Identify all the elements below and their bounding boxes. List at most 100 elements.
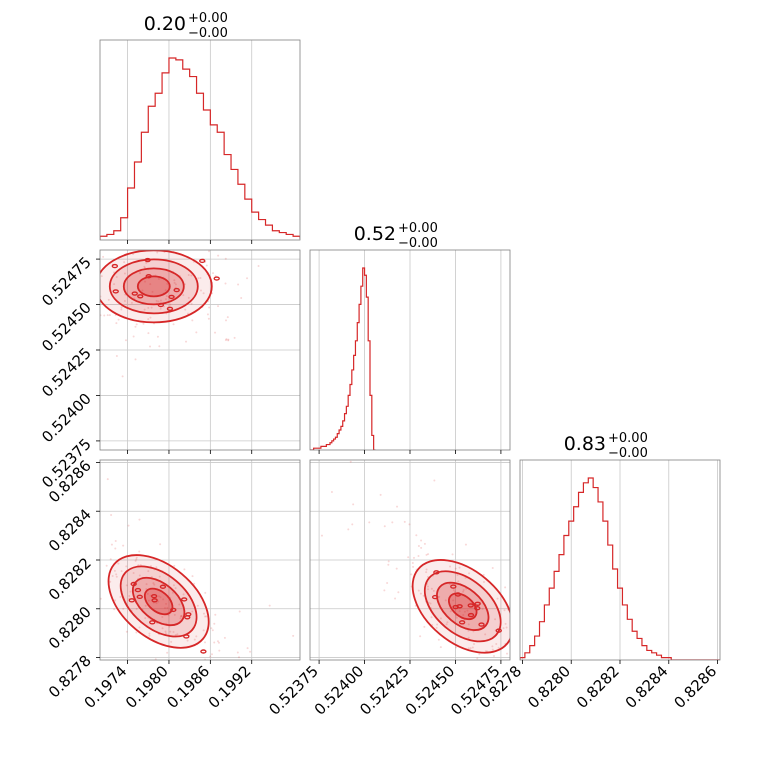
scatter-point	[86, 551, 88, 553]
scatter-point	[117, 562, 120, 565]
scatter-point	[134, 358, 137, 361]
scatter-point	[408, 523, 411, 526]
scatter-point	[87, 533, 89, 535]
scatter-point	[494, 618, 497, 621]
scatter-point	[455, 616, 458, 619]
scatter-point	[83, 531, 85, 533]
param-title-0: 0.20	[144, 13, 186, 35]
scatter-point	[207, 317, 210, 320]
contour-island	[467, 612, 475, 618]
scatter-point	[463, 610, 466, 613]
scatter-point	[108, 241, 110, 243]
scatter-point	[94, 296, 96, 298]
contour-island	[467, 603, 474, 608]
contour-island	[170, 607, 177, 613]
contour-level-0	[107, 554, 210, 649]
contour-island	[136, 594, 143, 600]
scatter-point	[462, 613, 465, 616]
scatter-point	[410, 573, 413, 576]
scatter-point	[141, 289, 144, 292]
scatter-point	[484, 650, 487, 653]
scatter-point	[130, 301, 133, 304]
scatter-point	[135, 323, 138, 326]
panel-1-1: 0.52 +0.00−0.00	[309, 221, 511, 454]
scatter-point	[259, 712, 261, 714]
contour-island	[433, 570, 440, 575]
scatter-point	[444, 599, 447, 602]
scatter-point	[391, 521, 394, 524]
histogram-step-1	[310, 267, 376, 450]
scatter-point	[138, 626, 141, 629]
scatter-point	[149, 316, 152, 319]
contour-island	[159, 584, 167, 589]
scatter-point	[225, 338, 228, 341]
scatter-point	[528, 686, 530, 688]
scatter-point	[195, 331, 198, 334]
scatter-point	[109, 558, 112, 561]
scatter-point	[148, 634, 151, 637]
scatter-point	[214, 331, 217, 334]
scatter-point	[456, 573, 459, 576]
scatter-point	[57, 517, 59, 519]
scatter-point	[172, 630, 175, 633]
scatter-point	[114, 540, 117, 543]
scatter-point	[237, 283, 240, 286]
scatter-point	[453, 590, 456, 593]
scatter-point	[113, 569, 116, 572]
scatter-point	[238, 610, 241, 613]
y-tick-label-1-2: 0.52425	[38, 344, 95, 401]
scatter-point	[435, 626, 438, 629]
scatter-point	[135, 556, 138, 559]
scatter-point	[128, 594, 131, 597]
scatter-point	[162, 598, 165, 601]
scatter-point	[227, 338, 230, 341]
scatter-point	[146, 241, 148, 243]
scatter-point	[496, 597, 499, 600]
scatter-point	[216, 640, 219, 643]
scatter-point	[423, 542, 426, 545]
x-tick-label-1-1: 0.52400	[311, 662, 368, 719]
scatter-point	[152, 245, 154, 247]
scatter-point	[504, 622, 507, 625]
param-title-2: 0.83	[564, 433, 606, 455]
scatter-point	[464, 576, 467, 579]
scatter-point	[420, 546, 423, 549]
scatter-point	[123, 272, 126, 275]
scatter-point	[120, 306, 123, 309]
scatter-point	[427, 588, 430, 591]
scatter-point	[135, 245, 137, 247]
y-tick-label-2-1: 0.8280	[45, 603, 95, 653]
scatter-point	[159, 596, 162, 599]
y-tick-label-1-3: 0.52450	[38, 299, 95, 356]
y-tick-label-2-3: 0.8284	[45, 505, 95, 555]
panel-0-0: 0.20 +0.00−0.00	[99, 11, 301, 244]
scatter-point	[478, 653, 481, 656]
scatter-point	[476, 657, 479, 660]
scatter-point	[217, 254, 220, 257]
scatter-point	[481, 607, 484, 610]
scatter-point	[407, 556, 410, 559]
contour-island	[184, 615, 191, 620]
scatter-point	[154, 658, 157, 660]
scatter-point	[157, 277, 160, 280]
scatter-point	[208, 306, 211, 309]
scatter-point	[218, 649, 221, 652]
scatter-point	[168, 625, 171, 628]
x-tick-label-0-2: 0.1986	[163, 662, 213, 712]
scatter-point	[473, 643, 476, 646]
scatter-point	[131, 241, 133, 243]
scatter-point	[204, 591, 207, 594]
scatter-point	[164, 632, 167, 635]
scatter-point	[397, 591, 400, 594]
scatter-point	[164, 289, 167, 292]
scatter-point	[123, 261, 126, 264]
contour-island	[168, 294, 175, 300]
scatter-point	[174, 283, 177, 286]
scatter-point	[618, 734, 620, 736]
scatter-point	[411, 562, 414, 565]
scatter-point	[268, 604, 271, 607]
scatter-point	[161, 616, 164, 619]
scatter-point	[178, 603, 181, 606]
scatter-point	[158, 595, 161, 598]
contour-island	[130, 581, 137, 587]
